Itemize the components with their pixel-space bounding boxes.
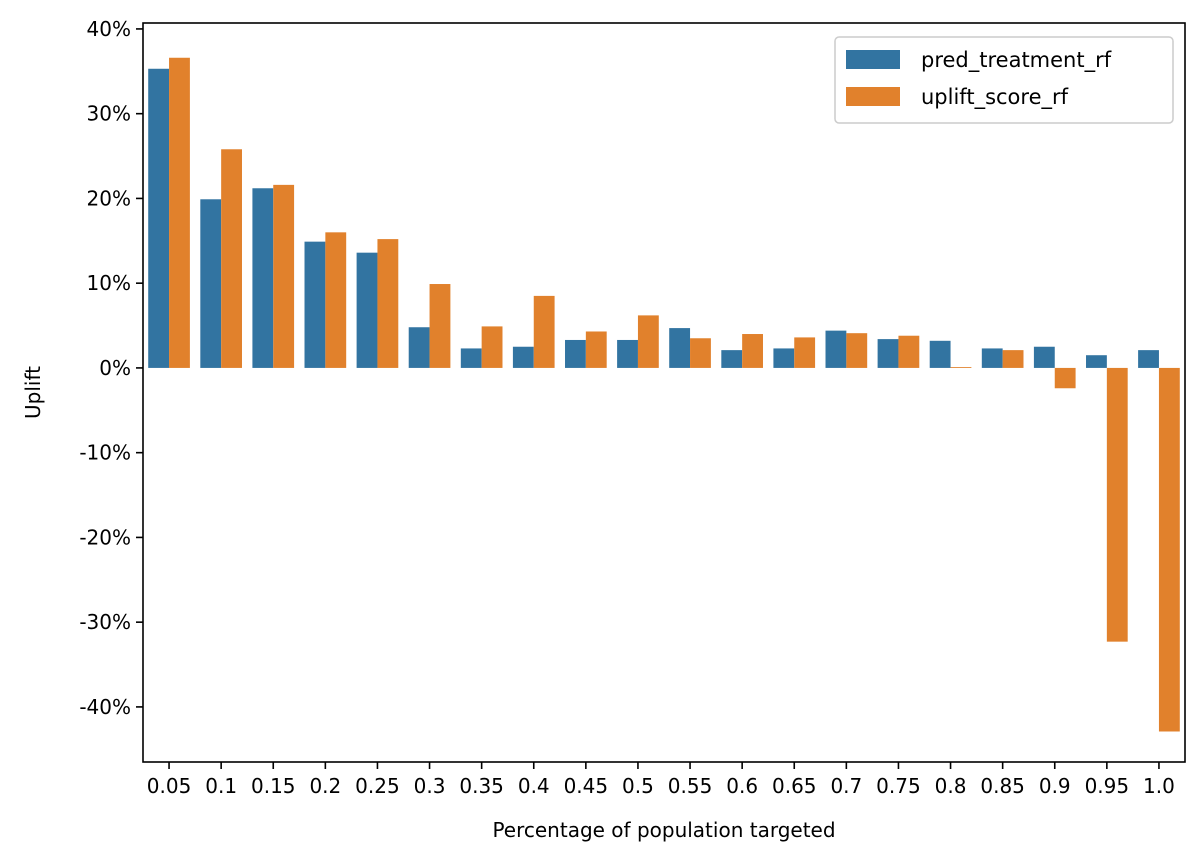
bar-uplift-score-rf-0.9 bbox=[1054, 367, 1076, 389]
bar-pred-treatment-rf-0.75 bbox=[877, 339, 899, 368]
bar-pred-treatment-rf-0.3 bbox=[408, 327, 430, 368]
x-tick-label: 0.3 bbox=[414, 774, 446, 798]
bar-pred-treatment-rf-0.65 bbox=[773, 348, 795, 368]
bar-pred-treatment-rf-0.85 bbox=[981, 348, 1003, 368]
bar-uplift-score-rf-0.6 bbox=[742, 334, 763, 368]
legend-swatch-pred-treatment-rf bbox=[846, 50, 900, 69]
x-tick-label: 0.55 bbox=[668, 774, 713, 798]
plot-frame bbox=[142, 22, 1186, 763]
y-tick-label: -10% bbox=[79, 441, 131, 465]
bar-uplift-score-rf-0.55 bbox=[690, 338, 711, 368]
bar-pred-treatment-rf-0.35 bbox=[460, 348, 482, 368]
x-tick-label: 0.25 bbox=[355, 774, 400, 798]
x-tick-label: 0.2 bbox=[309, 774, 341, 798]
bar-uplift-score-rf-0.5 bbox=[637, 315, 659, 368]
x-tick-label: 0.9 bbox=[1039, 774, 1071, 798]
bar-pred-treatment-rf-0.7 bbox=[825, 330, 847, 368]
bar-pred-treatment-rf-0.05 bbox=[148, 68, 170, 368]
y-tick-label: 30% bbox=[87, 102, 131, 126]
legend-label-pred-treatment-rf: pred_treatment_rf bbox=[921, 48, 1112, 73]
legend-swatch-uplift-score-rf bbox=[846, 87, 900, 106]
y-axis-ticks: 40% 30% 20% 10% 0% -10% -20% -30% -40% bbox=[79, 17, 143, 719]
bar-uplift-score-rf-0.2 bbox=[325, 232, 347, 368]
bar-pred-treatment-rf-0.4 bbox=[512, 346, 534, 368]
bar-pred-treatment-rf-0.5 bbox=[617, 339, 638, 368]
y-tick-label: 0% bbox=[99, 356, 131, 380]
x-tick-label: 0.5 bbox=[622, 774, 654, 798]
bar-uplift-score-rf-0.8 bbox=[950, 367, 972, 368]
legend-label-uplift-score-rf: uplift_score_rf bbox=[921, 85, 1069, 110]
bar-pred-treatment-rf-0.15 bbox=[252, 188, 274, 368]
bar-uplift-score-rf-0.95 bbox=[1106, 367, 1128, 642]
x-tick-label: 0.15 bbox=[251, 774, 296, 798]
x-tick-label: 0.8 bbox=[935, 774, 967, 798]
bar-pred-treatment-rf-0.9 bbox=[1033, 346, 1055, 368]
bar-uplift-score-rf-0.65 bbox=[794, 337, 816, 368]
y-tick-label: -40% bbox=[79, 695, 131, 719]
bar-pred-treatment-rf-0.8 bbox=[929, 340, 951, 368]
y-axis-label: Uplift bbox=[21, 366, 45, 419]
x-axis-ticks: 0.05 0.1 0.15 0.2 0.25 0.3 0.35 0.4 0.45 0.5 0.55 0… bbox=[147, 762, 1175, 798]
bar-uplift-score-rf-0.7 bbox=[846, 333, 868, 368]
legend-box bbox=[834, 36, 1174, 124]
bar-uplift-score-rf-0.45 bbox=[585, 331, 607, 368]
bar-uplift-score-rf-1.0 bbox=[1158, 367, 1180, 732]
bar-uplift-score-rf-0.25 bbox=[377, 239, 399, 368]
bar-uplift-score-rf-0.3 bbox=[429, 284, 451, 368]
y-tick-label: -20% bbox=[79, 525, 131, 549]
x-tick-label: 0.65 bbox=[772, 774, 817, 798]
bar-uplift-score-rf-0.4 bbox=[533, 295, 555, 368]
y-tick-label: 40% bbox=[87, 17, 131, 41]
x-axis-label: Percentage of population targeted bbox=[492, 818, 835, 842]
bar-pred-treatment-rf-0.1 bbox=[200, 199, 222, 368]
x-tick-label: 1.0 bbox=[1143, 774, 1175, 798]
bar-pred-treatment-rf-0.6 bbox=[721, 350, 743, 368]
bar-uplift-score-rf-0.35 bbox=[481, 326, 503, 368]
bar-pred-treatment-rf-0.95 bbox=[1086, 355, 1107, 368]
bar-pred-treatment-rf-0.45 bbox=[565, 339, 586, 368]
bar-uplift-score-rf-0.05 bbox=[169, 57, 190, 368]
bar-pred-treatment-rf-1.0 bbox=[1138, 350, 1159, 368]
x-tick-label: 0.7 bbox=[830, 774, 862, 798]
bar-pred-treatment-rf-0.2 bbox=[304, 241, 326, 368]
bar-uplift-score-rf-0.15 bbox=[273, 184, 295, 368]
x-tick-label: 0.45 bbox=[564, 774, 609, 798]
y-tick-label: 10% bbox=[87, 271, 131, 295]
bar-uplift-score-rf-0.75 bbox=[898, 335, 920, 368]
bar-pred-treatment-rf-0.25 bbox=[356, 252, 378, 368]
x-tick-label: 0.6 bbox=[726, 774, 758, 798]
bar-pred-treatment-rf-0.55 bbox=[669, 328, 691, 368]
x-tick-label: 0.95 bbox=[1085, 774, 1130, 798]
x-tick-label: 0.1 bbox=[205, 774, 237, 798]
x-tick-label: 0.75 bbox=[876, 774, 921, 798]
bars-layer bbox=[148, 57, 1180, 732]
y-tick-label: 20% bbox=[87, 186, 131, 210]
x-tick-label: 0.4 bbox=[518, 774, 550, 798]
x-tick-label: 0.35 bbox=[459, 774, 504, 798]
bar-uplift-score-rf-0.1 bbox=[221, 149, 242, 368]
legend: pred_treatment_rf uplift_score_rf bbox=[834, 36, 1174, 124]
y-tick-label: -30% bbox=[79, 610, 131, 634]
x-tick-label: 0.85 bbox=[980, 774, 1025, 798]
bar-uplift-score-rf-0.85 bbox=[1002, 350, 1024, 368]
x-tick-label: 0.05 bbox=[147, 774, 192, 798]
